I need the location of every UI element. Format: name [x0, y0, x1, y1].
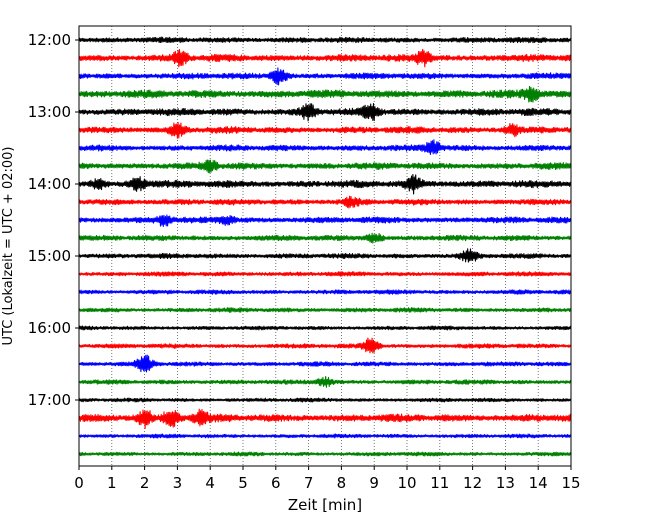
trace-1230 — [78, 67, 572, 86]
trace-1200 — [78, 36, 572, 44]
y-tick-label: 12:00 — [28, 31, 71, 49]
x-tick-label: 11 — [430, 474, 449, 492]
x-tick-label: 8 — [337, 474, 347, 492]
trace-1545 — [78, 307, 572, 313]
x-tick-label: 15 — [561, 474, 580, 492]
trace-1245 — [78, 85, 572, 103]
y-axis-label: UTC (Lokalzeit = UTC + 02:00) — [1, 147, 16, 346]
trace-1730 — [78, 433, 572, 439]
trace-1330 — [78, 139, 572, 156]
x-tick-label: 7 — [304, 474, 314, 492]
y-tick-label: 17:00 — [28, 391, 71, 409]
trace-1300 — [78, 103, 572, 122]
trace-1400 — [78, 173, 572, 195]
trace-1630 — [78, 354, 572, 373]
y-tick-label: 14:00 — [28, 175, 71, 193]
x-tick-label: 10 — [397, 474, 416, 492]
trace-1715 — [78, 408, 572, 430]
x-tick-label: 3 — [173, 474, 183, 492]
y-tick-label: 16:00 — [28, 319, 71, 337]
trace-1500 — [78, 248, 572, 263]
trace-1645 — [78, 375, 572, 388]
y-tick-label: 15:00 — [28, 247, 71, 265]
trace-1600 — [78, 325, 572, 331]
trace-1445 — [78, 232, 572, 244]
x-axis-label: Zeit [min] — [288, 496, 362, 514]
x-tick-label: 5 — [238, 474, 248, 492]
trace-1515 — [78, 271, 572, 277]
x-tick-label: 2 — [140, 474, 150, 492]
x-tick-label: 12 — [463, 474, 482, 492]
x-axis: 0 1 2 3 4 5 6 7 8 9 10 11 12 13 14 15 — [74, 466, 581, 492]
x-tick-label: 0 — [74, 474, 84, 492]
x-tick-label: 1 — [107, 474, 117, 492]
trace-1215 — [78, 48, 572, 68]
trace-1345 — [78, 159, 572, 174]
trace-1745 — [78, 451, 572, 457]
trace-1615 — [78, 337, 572, 354]
x-tick-label: 14 — [529, 474, 548, 492]
x-tick-label: 6 — [271, 474, 281, 492]
y-tick-label: 13:00 — [28, 103, 71, 121]
trace-1530 — [78, 289, 572, 295]
trace-1315 — [78, 121, 572, 139]
trace-1415 — [78, 195, 572, 209]
seismogram-traces — [78, 36, 572, 457]
x-tick-label: 13 — [496, 474, 515, 492]
x-tick-label: 4 — [205, 474, 215, 492]
trace-1430 — [78, 214, 572, 228]
y-axis: 12:00 13:00 14:00 15:00 16:00 17:00 — [28, 31, 79, 409]
plot-frame — [78, 25, 572, 467]
trace-1700 — [78, 397, 572, 403]
x-tick-label: 9 — [369, 474, 379, 492]
grid-lines — [111, 26, 539, 466]
